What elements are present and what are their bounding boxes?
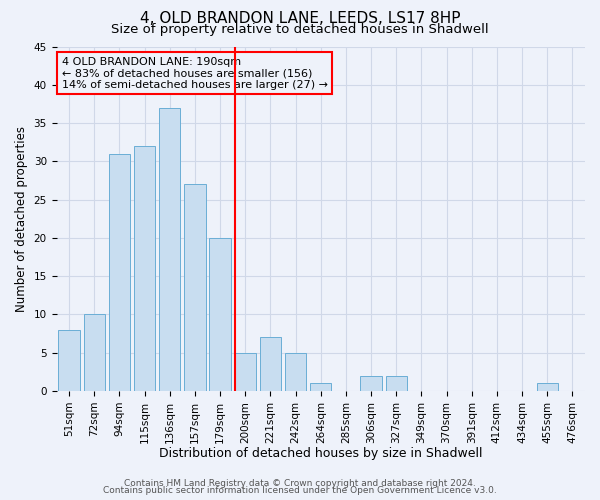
Bar <box>83 314 105 391</box>
Text: Contains HM Land Registry data © Crown copyright and database right 2024.: Contains HM Land Registry data © Crown c… <box>124 478 476 488</box>
Y-axis label: Number of detached properties: Number of detached properties <box>15 126 28 312</box>
Text: 4 OLD BRANDON LANE: 190sqm
← 83% of detached houses are smaller (156)
14% of sem: 4 OLD BRANDON LANE: 190sqm ← 83% of deta… <box>62 57 328 90</box>
Bar <box>209 238 231 391</box>
Bar <box>235 352 256 391</box>
Bar <box>109 154 130 391</box>
Bar <box>285 352 306 391</box>
Bar <box>58 330 80 391</box>
Text: 4, OLD BRANDON LANE, LEEDS, LS17 8HP: 4, OLD BRANDON LANE, LEEDS, LS17 8HP <box>140 11 460 26</box>
X-axis label: Distribution of detached houses by size in Shadwell: Distribution of detached houses by size … <box>159 447 482 460</box>
Bar <box>536 384 558 391</box>
Text: Size of property relative to detached houses in Shadwell: Size of property relative to detached ho… <box>111 22 489 36</box>
Text: Contains public sector information licensed under the Open Government Licence v3: Contains public sector information licen… <box>103 486 497 495</box>
Bar <box>159 108 181 391</box>
Bar <box>361 376 382 391</box>
Bar <box>260 338 281 391</box>
Bar <box>386 376 407 391</box>
Bar <box>134 146 155 391</box>
Bar <box>184 184 206 391</box>
Bar <box>310 384 331 391</box>
